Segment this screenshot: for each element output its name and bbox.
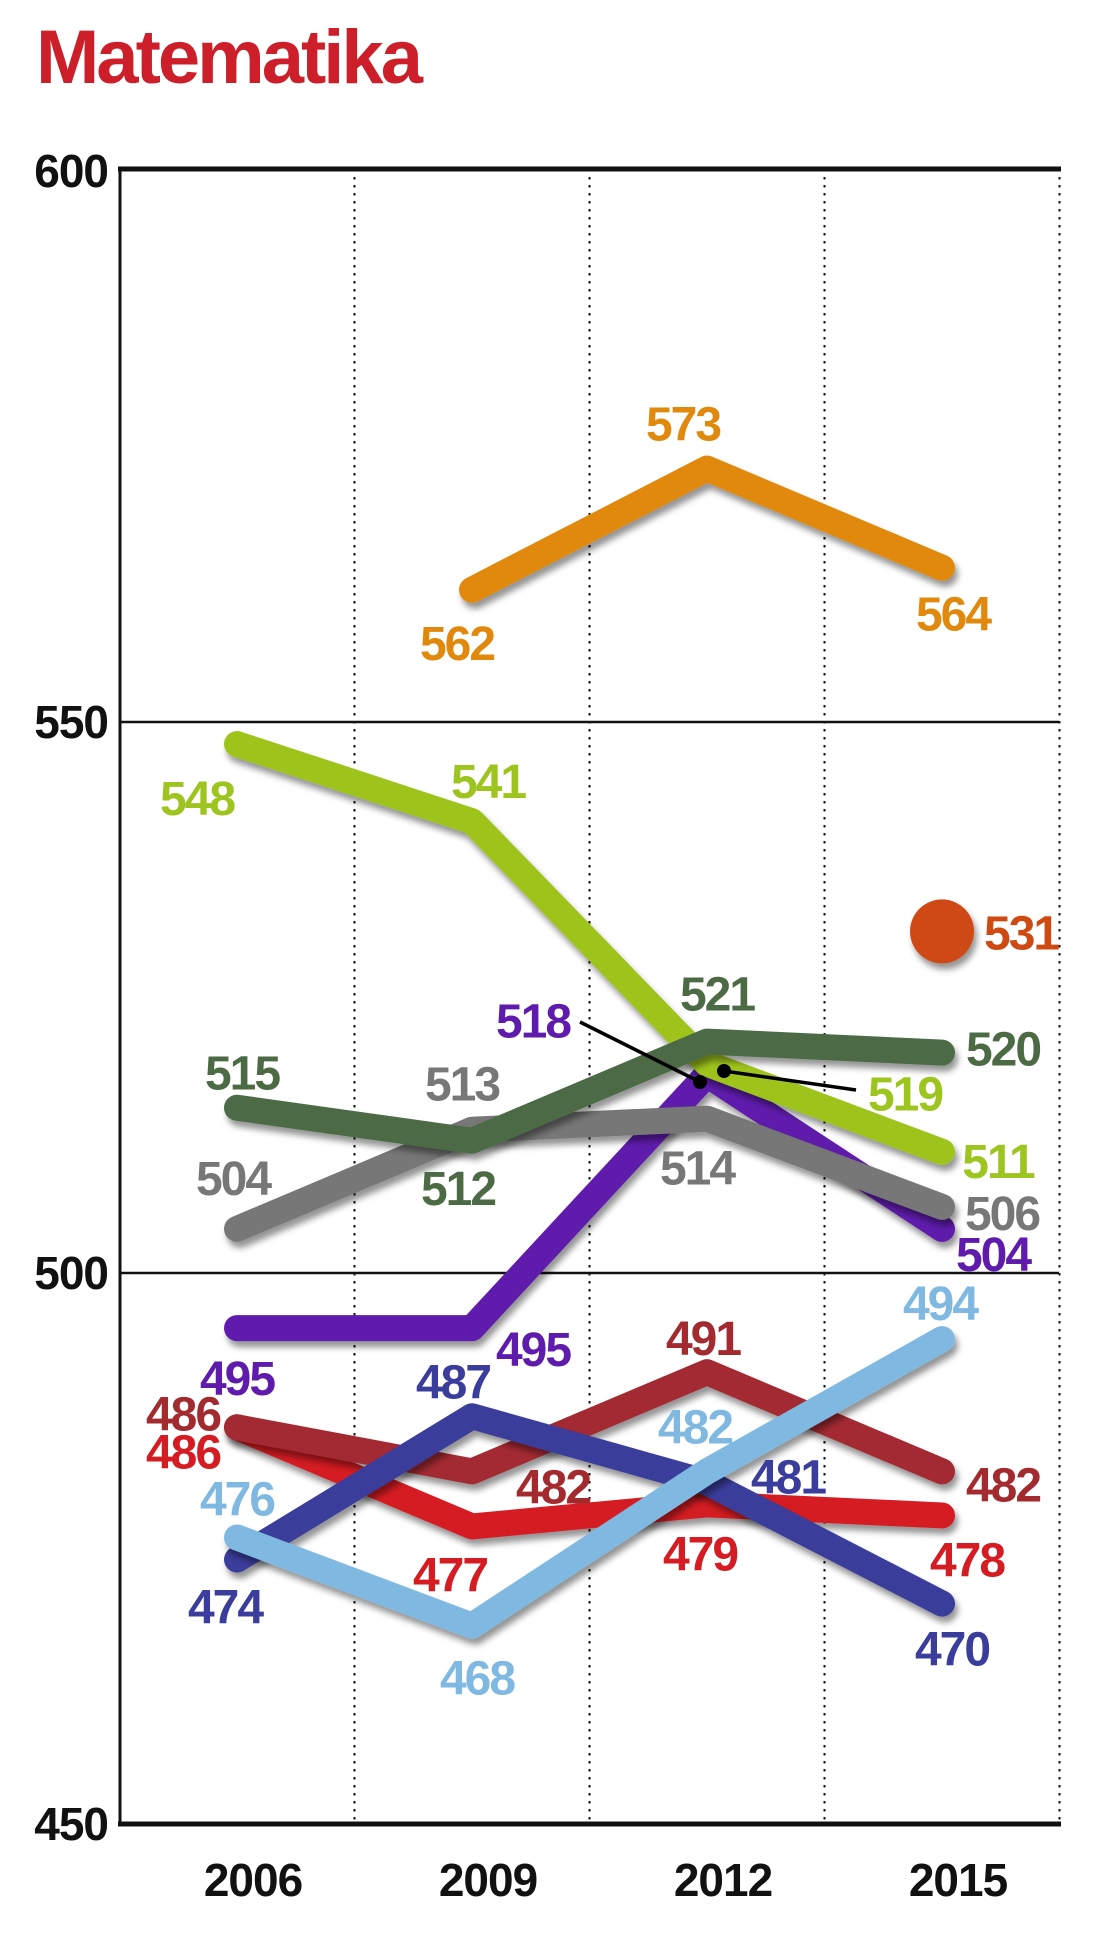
orange-red-dot-2015 — [910, 899, 974, 964]
value-label-light-green-519: 519 — [868, 1069, 942, 1122]
value-label-dark-green-520: 520 — [966, 1024, 1040, 1077]
value-label-dark-red-491: 491 — [666, 1313, 741, 1366]
value-label-orange-564: 564 — [916, 589, 992, 642]
series-line-gray — [224, 1105, 955, 1242]
value-label-orange-red-dot-2015: 531 — [984, 907, 1059, 960]
series-line-orange — [459, 455, 955, 603]
value-label-purple-495: 495 — [200, 1353, 275, 1406]
y-tick-label-600: 600 — [34, 145, 108, 197]
value-label-light-green-541: 541 — [451, 756, 526, 809]
value-label-red-486: 486 — [146, 1426, 220, 1479]
value-label-red-478: 478 — [930, 1534, 1005, 1587]
value-label-light-blue-494: 494 — [903, 1278, 979, 1331]
value-label-gray-514: 514 — [660, 1143, 736, 1196]
value-label-light-blue-482: 482 — [658, 1401, 732, 1454]
value-label-navy-474: 474 — [188, 1582, 264, 1635]
series-line-light-blue — [224, 1326, 955, 1639]
series-line-dark-red — [224, 1359, 955, 1485]
value-label-navy-487: 487 — [416, 1356, 490, 1409]
value-label-orange-573: 573 — [646, 399, 720, 452]
value-label-orange-562: 562 — [420, 618, 494, 671]
series-line-navy — [224, 1403, 955, 1617]
value-label-dark-red-486: 486 — [146, 1388, 220, 1441]
x-tick-label-2006: 2006 — [204, 1854, 302, 1906]
y-tick-label-450: 450 — [34, 1798, 108, 1850]
value-label-navy-481: 481 — [751, 1451, 826, 1504]
value-label-dark-green-515: 515 — [205, 1048, 280, 1101]
value-label-dark-green-512: 512 — [421, 1163, 495, 1216]
value-label-dark-green-521: 521 — [680, 969, 755, 1022]
callout-519-dot — [717, 1064, 731, 1078]
value-label-light-blue-468: 468 — [440, 1653, 515, 1706]
y-tick-label-550: 550 — [34, 696, 108, 748]
x-tick-label-2015: 2015 — [909, 1854, 1008, 1906]
value-label-purple-518: 518 — [496, 996, 571, 1049]
x-tick-label-2009: 2009 — [439, 1854, 537, 1906]
value-label-dark-red-482: 482 — [966, 1459, 1040, 1512]
value-label-light-blue-476: 476 — [200, 1473, 274, 1526]
chart-title: Matematika — [36, 15, 423, 100]
y-tick-label-500: 500 — [34, 1247, 108, 1299]
value-label-light-green-511: 511 — [962, 1136, 1035, 1189]
value-label-gray-506: 506 — [965, 1188, 1039, 1241]
value-label-purple-495: 495 — [496, 1324, 571, 1377]
value-label-purple-504: 504 — [956, 1229, 1032, 1282]
value-label-red-479: 479 — [663, 1528, 737, 1581]
value-label-dark-red-482: 482 — [516, 1461, 590, 1514]
x-tick-label-2012: 2012 — [674, 1854, 772, 1906]
value-label-light-green-548: 548 — [160, 773, 235, 826]
series-line-dark-green — [224, 1028, 955, 1154]
callout-519-line — [723, 1069, 857, 1092]
value-label-gray-504: 504 — [196, 1153, 272, 1206]
value-label-navy-470: 470 — [915, 1624, 989, 1677]
value-label-red-477: 477 — [413, 1549, 487, 1602]
value-label-gray-513: 513 — [425, 1059, 499, 1112]
callout-518-dot — [693, 1075, 707, 1089]
series-line-light-green — [224, 731, 955, 1165]
callout-518-line — [579, 1020, 701, 1084]
